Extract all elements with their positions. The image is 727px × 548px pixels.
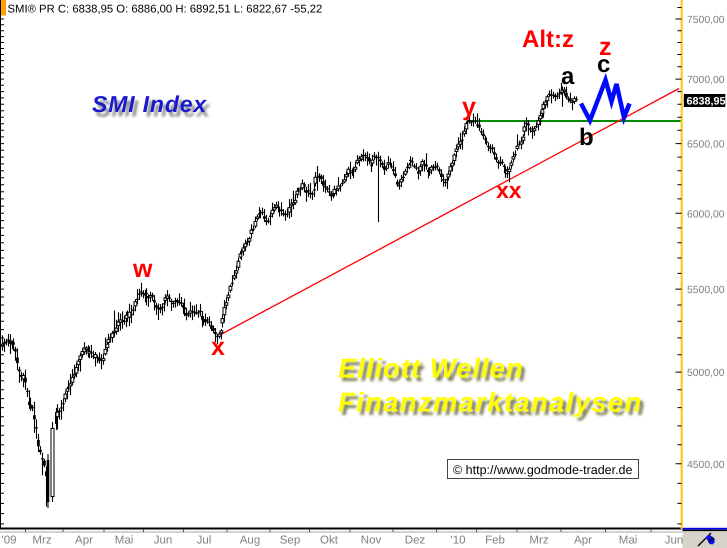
- svg-text:Apr: Apr: [75, 535, 93, 547]
- svg-text:c: c: [597, 51, 610, 78]
- svg-text:Nov: Nov: [361, 535, 382, 547]
- svg-text:'09: '09: [2, 535, 17, 547]
- svg-text:xx: xx: [496, 177, 522, 203]
- svg-text:Elliott Wellen: Elliott Wellen: [342, 356, 528, 387]
- svg-text:Mrz: Mrz: [529, 535, 548, 547]
- svg-text:Mrz: Mrz: [32, 535, 51, 547]
- svg-text:SMI Index: SMI Index: [92, 91, 207, 117]
- svg-text:7000,00: 7000,00: [687, 75, 725, 86]
- svg-text:w: w: [132, 255, 153, 283]
- svg-text:Jun: Jun: [665, 535, 684, 547]
- svg-text:4500,00: 4500,00: [687, 460, 725, 471]
- svg-text:SMI® PR C: 6838,95 O: 6886,00: SMI® PR C: 6838,95 O: 6886,00 H: 6892,51…: [8, 4, 323, 16]
- svg-text:© http://www.godmode-trader.de: © http://www.godmode-trader.de: [453, 463, 632, 477]
- svg-text:a: a: [561, 63, 575, 90]
- svg-text:Jul: Jul: [197, 535, 212, 547]
- svg-text:Apr: Apr: [574, 535, 592, 547]
- svg-text:Okt: Okt: [320, 535, 339, 547]
- svg-text:6500,00: 6500,00: [687, 140, 725, 151]
- svg-text:Elliott Wellen: Elliott Wellen: [338, 353, 524, 384]
- svg-text:b: b: [579, 124, 594, 151]
- svg-text:Finanzmarktanalysen: Finanzmarktanalysen: [342, 390, 647, 421]
- svg-text:'10: '10: [451, 535, 466, 547]
- svg-text:6000,00: 6000,00: [687, 209, 725, 220]
- svg-text:z: z: [599, 33, 612, 61]
- svg-text:y: y: [462, 93, 476, 121]
- svg-text:Dez: Dez: [405, 535, 426, 547]
- svg-text:x: x: [211, 333, 225, 361]
- svg-text:6838,95: 6838,95: [687, 95, 726, 107]
- svg-text:5500,00: 5500,00: [687, 285, 725, 296]
- svg-text:Mai: Mai: [619, 535, 638, 547]
- svg-text:Alt:z: Alt:z: [522, 26, 574, 53]
- svg-text:Feb: Feb: [485, 535, 505, 547]
- svg-text:Jun: Jun: [154, 535, 173, 547]
- svg-text:Aug: Aug: [240, 535, 260, 547]
- svg-text:Finanzmarktanalysen: Finanzmarktanalysen: [338, 387, 643, 418]
- svg-text:SMI Index: SMI Index: [96, 96, 211, 122]
- svg-text:Sep: Sep: [280, 535, 300, 547]
- svg-text:Mai: Mai: [115, 535, 134, 547]
- svg-text:5000,00: 5000,00: [687, 368, 725, 379]
- svg-text:7500,00: 7500,00: [687, 15, 725, 26]
